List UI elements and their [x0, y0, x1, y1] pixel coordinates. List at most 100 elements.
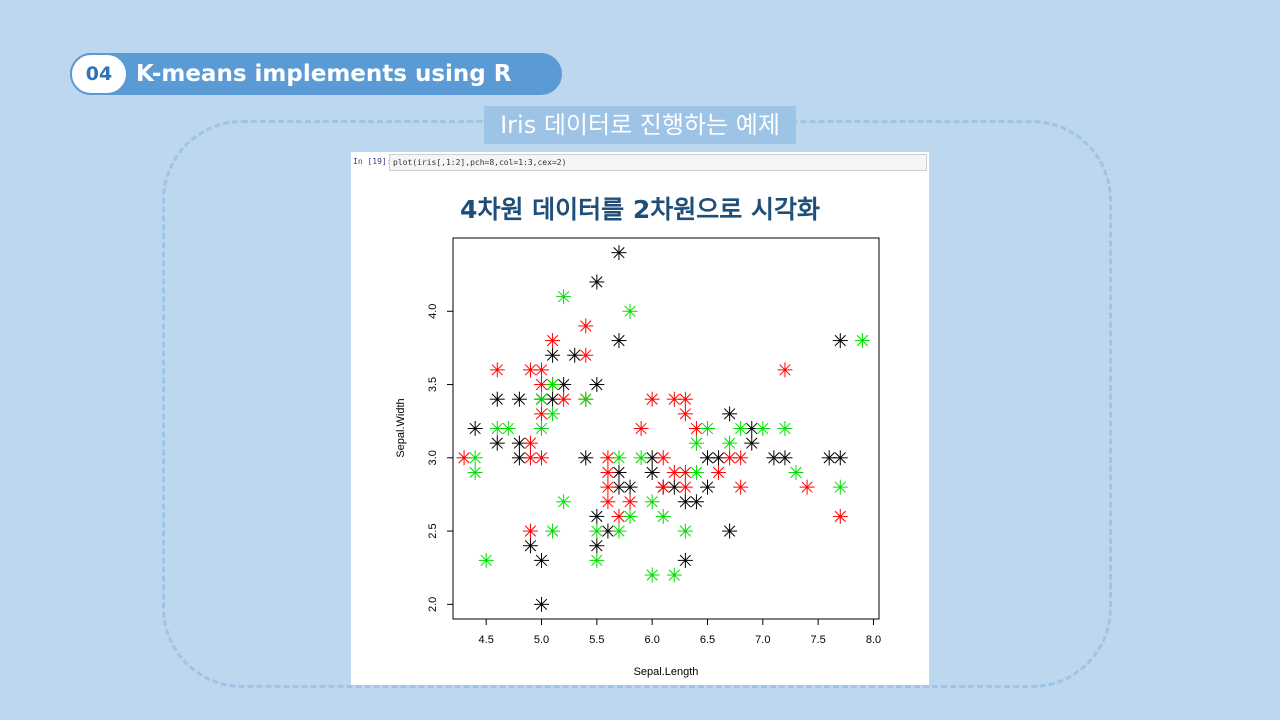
data-point	[677, 406, 693, 422]
data-point	[666, 567, 682, 583]
data-point	[821, 450, 837, 466]
data-point	[534, 391, 550, 407]
y-tick-label: 2.0	[427, 597, 439, 612]
slide-subtitle: Iris 데이터로 진행하는 예제	[484, 106, 796, 144]
data-point	[832, 479, 848, 495]
data-point	[589, 274, 605, 290]
data-point	[777, 421, 793, 436]
code-cell-input[interactable]: plot(iris[,1:2],pch=8,col=1:3,cex=2)	[389, 154, 927, 171]
data-point	[489, 435, 505, 451]
data-point	[578, 450, 594, 466]
data-point	[799, 479, 815, 495]
x-tick-label: 6.5	[700, 634, 715, 646]
data-point	[711, 450, 727, 466]
data-point	[688, 464, 704, 480]
data-point	[511, 391, 527, 407]
x-tick-label: 6.0	[645, 634, 660, 646]
data-point	[711, 464, 727, 480]
data-point	[655, 508, 671, 524]
data-point	[622, 479, 638, 495]
data-point	[545, 333, 561, 349]
data-point	[611, 333, 627, 349]
x-axis-label: Sepal.Length	[634, 666, 699, 678]
data-point	[545, 523, 561, 539]
cell-prompt: In [19]:	[353, 157, 392, 166]
data-point	[534, 362, 550, 378]
data-point	[699, 479, 715, 495]
data-point	[611, 245, 627, 261]
data-point	[578, 318, 594, 334]
data-point	[644, 464, 660, 480]
section-title: K-means implements using R	[136, 61, 512, 87]
y-tick-label: 4.0	[427, 304, 439, 319]
data-point	[556, 289, 572, 305]
data-point	[655, 479, 671, 495]
data-point	[677, 479, 693, 495]
data-point	[777, 362, 793, 378]
data-point	[832, 333, 848, 349]
data-point	[633, 421, 649, 436]
data-point	[854, 333, 870, 349]
data-point	[832, 508, 848, 524]
data-point	[545, 406, 561, 422]
plot-frame	[452, 237, 880, 620]
data-point	[534, 596, 550, 612]
data-point	[644, 494, 660, 510]
data-point	[622, 508, 638, 524]
x-tick-label: 7.0	[755, 634, 770, 646]
data-point	[500, 421, 516, 436]
data-point	[545, 347, 561, 363]
data-point	[677, 552, 693, 568]
x-tick-label: 4.5	[479, 634, 494, 646]
data-point	[688, 421, 704, 436]
y-tick-label: 3.5	[427, 377, 439, 392]
data-point	[733, 421, 749, 436]
data-point	[677, 523, 693, 539]
data-point	[522, 450, 538, 466]
data-point	[832, 450, 848, 466]
y-axis-label: Sepal.Width	[395, 398, 407, 457]
data-point	[489, 391, 505, 407]
data-point	[578, 391, 594, 407]
data-point	[688, 494, 704, 510]
data-point	[522, 523, 538, 539]
data-point	[478, 552, 494, 568]
data-point	[677, 391, 693, 407]
data-point	[522, 538, 538, 554]
data-point	[467, 450, 483, 466]
data-point	[733, 450, 749, 466]
section-header: 04 K-means implements using R	[70, 53, 562, 95]
data-point	[655, 450, 671, 466]
data-point	[722, 406, 738, 422]
data-point	[467, 464, 483, 480]
data-point	[644, 391, 660, 407]
x-tick-label: 7.5	[810, 634, 825, 646]
data-point	[755, 421, 771, 436]
data-point	[589, 508, 605, 524]
data-point	[644, 567, 660, 583]
scatter-plot: 4.5 5.0 5.5 6.0 6.5 7.0 7.5 8.02.02.53.03.54.0 …	[395, 237, 881, 678]
y-tick-label: 2.5	[427, 523, 439, 538]
data-point	[600, 494, 616, 510]
data-point	[467, 421, 483, 436]
data-point	[556, 494, 572, 510]
data-point	[611, 523, 627, 539]
data-point	[777, 450, 793, 466]
chart-title: 4차원 데이터를 2차원으로 시각화	[460, 195, 820, 224]
x-tick-label: 5.0	[534, 634, 549, 646]
data-point	[600, 464, 616, 480]
data-point	[722, 435, 738, 451]
data-point	[578, 347, 594, 363]
data-point	[522, 435, 538, 451]
data-point	[722, 523, 738, 539]
notebook-screenshot: In [19]: plot(iris[,1:2],pch=8,col=1:3,c…	[351, 152, 929, 685]
data-point	[688, 435, 704, 451]
data-point	[589, 377, 605, 393]
data-point	[622, 303, 638, 319]
y-tick-label: 3.0	[427, 450, 439, 465]
data-point	[534, 552, 550, 568]
data-point	[489, 362, 505, 378]
data-point	[733, 479, 749, 495]
data-point	[622, 494, 638, 510]
data-point	[600, 479, 616, 495]
